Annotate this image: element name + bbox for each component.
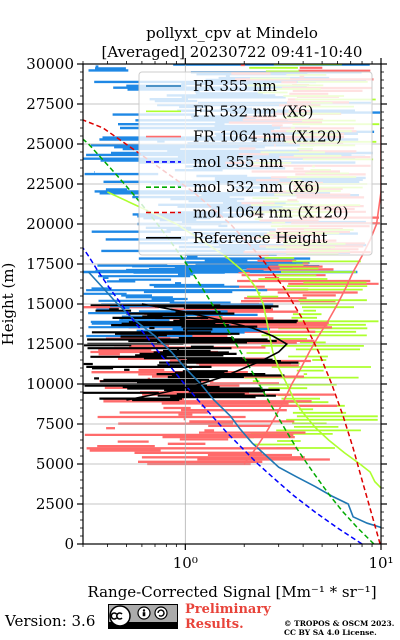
legend-label: Reference Height <box>193 229 327 247</box>
preliminary-line-1: Preliminary <box>185 602 271 617</box>
copyright-line-1: © TROPOS & OSCM 2023. <box>284 619 395 628</box>
y-tick-label: 5000 <box>36 455 74 473</box>
y-tick-label: 15000 <box>26 295 74 313</box>
copyright-line-2: CC BY SA 4.0 License. <box>284 628 377 637</box>
y-tick-label: 25000 <box>26 135 74 153</box>
legend-label: mol 532 nm (X6) <box>193 178 320 196</box>
y-tick-label: 2500 <box>36 495 74 513</box>
x-tick-label: 10⁰ <box>173 554 198 572</box>
legend-label: FR 1064 nm (X120) <box>193 128 342 146</box>
series-line-mol-532-nm-x6 <box>83 138 375 544</box>
legend: FR 355 nm FR 532 nm (X6) FR 1064 nm (X120)… <box>138 71 373 256</box>
y-tick-label: 10000 <box>26 375 74 393</box>
preliminary-line-2: Results. <box>185 617 244 632</box>
y-tick-label: 27500 <box>26 95 74 113</box>
y-axis-ticks: 0 2500 5000 7500 10000 12500 15000 17500 20000 22… <box>26 55 387 553</box>
y-tick-label: 12500 <box>26 335 74 353</box>
legend-label: mol 355 nm <box>193 153 283 171</box>
y-tick-label: 22500 <box>26 175 74 193</box>
legend-label: FR 532 nm (X6) <box>193 102 313 120</box>
copyright-note: © TROPOS & OSCM 2023. CC BY SA 4.0 Licen… <box>284 619 394 637</box>
preliminary-results-note: Preliminary Results. <box>185 602 271 632</box>
chart-subtitle: [Averaged] 20230722 09:41-10:40 <box>102 43 363 61</box>
series-line-fr-355-nm <box>87 271 381 529</box>
chart-title: pollyxt_cpv at Mindelo <box>146 24 318 42</box>
x-axis-ticks: 10⁰ 10¹ <box>82 58 394 572</box>
version-text: Version: 3.6 <box>5 612 96 630</box>
y-tick-label: 7500 <box>36 415 74 433</box>
y-tick-label: 17500 <box>26 255 74 273</box>
legend-box <box>138 71 373 256</box>
cc-by-sa-logo <box>108 604 178 629</box>
y-tick-label: 20000 <box>26 215 74 233</box>
x-tick-label: 10¹ <box>368 554 393 572</box>
legend-label: mol 1064 nm (X120) <box>193 204 348 222</box>
legend-label: FR 355 nm <box>193 77 277 95</box>
y-tick-label: 0 <box>64 535 74 553</box>
y-axis-label: Height (m) <box>0 263 17 346</box>
series-line-reference-height <box>126 303 289 401</box>
x-axis-label: Range-Corrected Signal [Mm⁻¹ * sr⁻¹] <box>87 583 376 601</box>
y-tick-label: 30000 <box>26 55 74 73</box>
